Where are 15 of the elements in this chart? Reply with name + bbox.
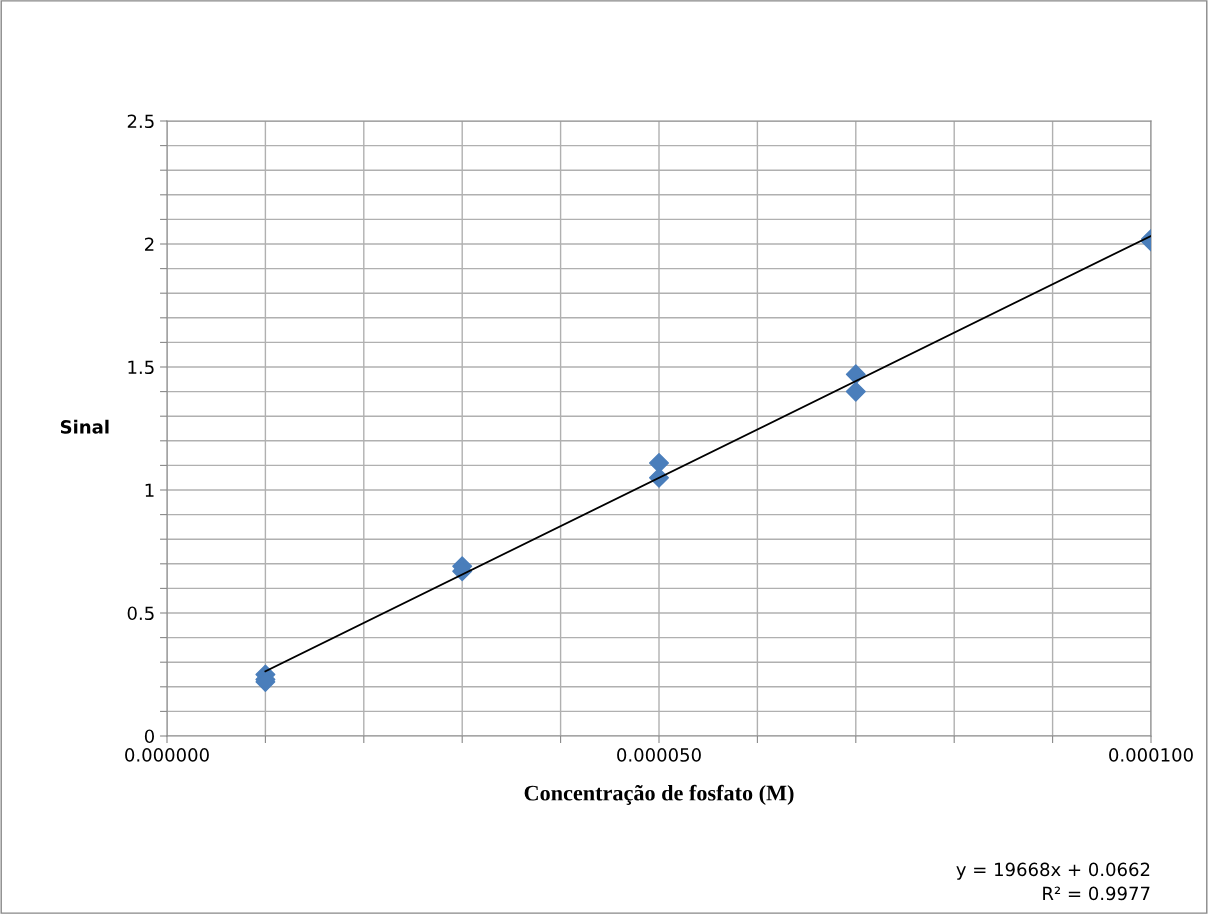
- y-tick-label: 2: [145, 237, 154, 251]
- y-tick-label: 2.5: [127, 114, 154, 129]
- x-tick-label: 0.000050: [617, 748, 701, 762]
- x-tick-label: 0.000100: [1109, 748, 1193, 762]
- y-tick-label: 0.5: [127, 606, 154, 621]
- y-tick-label: 1: [145, 483, 154, 497]
- y-axis-title: Sinal: [60, 419, 109, 434]
- point: [845, 381, 866, 402]
- text: R² = 0.9977: [1043, 886, 1150, 901]
- point: [648, 452, 670, 473]
- x-axis-title: Concentração de fosfato (M): [524, 784, 794, 806]
- y-tick-label: 1.5: [128, 360, 154, 375]
- y-tick-label: 0: [144, 729, 154, 744]
- text: y = 19668x + 0.0662: [956, 862, 1150, 880]
- x-tick-label: 0.000000: [125, 748, 209, 762]
